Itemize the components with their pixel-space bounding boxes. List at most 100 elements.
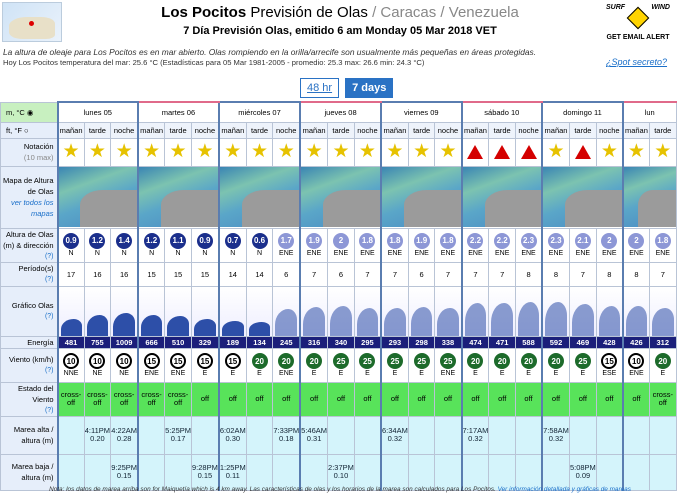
email-alert-logo[interactable]: SURF WIND GET EMAIL ALERT bbox=[606, 4, 670, 41]
wave-height-map[interactable] bbox=[59, 167, 138, 227]
wind-state-cell: off bbox=[299, 381, 329, 417]
period-header: mañan bbox=[621, 121, 650, 139]
all-maps-link[interactable]: ver todos los mapas bbox=[10, 198, 54, 218]
wave-height-map[interactable] bbox=[140, 167, 218, 227]
wave-height-badge: 1.9 bbox=[306, 232, 323, 249]
wave-graph-cell bbox=[460, 285, 490, 337]
tab-48-hr[interactable]: 48 hr bbox=[300, 78, 340, 98]
wave-map-cell[interactable] bbox=[137, 165, 220, 229]
wave-graph-bar bbox=[598, 305, 620, 335]
wave-graph-cell bbox=[353, 285, 382, 337]
wind-state-cell: off bbox=[245, 381, 274, 417]
wave-height-map[interactable] bbox=[382, 167, 461, 227]
low-tide-cell bbox=[353, 453, 382, 491]
wave-period-cell: 6 bbox=[272, 261, 301, 287]
wave-period-cell: 7 bbox=[353, 261, 382, 287]
help-link[interactable]: (?) bbox=[44, 406, 54, 414]
energy-cell: 471 bbox=[488, 335, 516, 349]
help-link[interactable]: (?) bbox=[44, 313, 54, 320]
wind-direction: E bbox=[338, 369, 344, 377]
wave-direction: ENE bbox=[306, 249, 322, 257]
wave-graph-bar bbox=[248, 322, 271, 335]
wave-period-cell: 15 bbox=[164, 261, 192, 287]
open-sea-note: La altura de oleaje para Los Pocitos es … bbox=[3, 47, 537, 57]
secret-spot-link[interactable]: ¿Spot secreto? bbox=[606, 57, 668, 67]
wind-direction: ENE bbox=[629, 369, 644, 377]
wave-graph-bar bbox=[60, 318, 82, 335]
wave-height-cell: 1.8 ENE bbox=[434, 227, 463, 263]
energy-cell: 588 bbox=[514, 335, 543, 349]
row-label-text: Estado del Viento bbox=[18, 383, 54, 404]
low-tide-cell bbox=[434, 453, 463, 491]
wind-cell: 10 NNE bbox=[56, 347, 85, 383]
wave-graph-bar bbox=[113, 312, 136, 335]
wave-map-cell[interactable] bbox=[379, 165, 463, 229]
day-header: viernes 09 bbox=[379, 101, 463, 123]
wave-map-cell[interactable] bbox=[460, 165, 543, 229]
footer-note: Nota: los datos de marea arriba son for … bbox=[49, 486, 631, 493]
rating-star-icon: ★ bbox=[224, 141, 242, 162]
wave-period-cell: 8 bbox=[595, 261, 624, 287]
high-tide-cell bbox=[56, 415, 85, 455]
wave-period-cell: 6 bbox=[407, 261, 436, 287]
wave-map-cell[interactable] bbox=[541, 165, 624, 229]
wind-direction: E bbox=[230, 369, 236, 377]
row-label-wind_state: Estado del Viento (?) bbox=[0, 381, 58, 417]
tab-7-days[interactable]: 7 days bbox=[345, 78, 394, 98]
wave-graph-cell bbox=[407, 285, 436, 337]
wind-speed-badge: 10 bbox=[89, 352, 106, 369]
wave-map-cell[interactable] bbox=[217, 165, 301, 229]
low-tide-cell bbox=[299, 453, 329, 491]
wave-direction: N bbox=[149, 249, 155, 257]
warning-triangle-icon bbox=[574, 145, 591, 159]
wave-height-map[interactable] bbox=[544, 167, 622, 227]
wave-period-cell: 7 bbox=[434, 261, 463, 287]
day-header: sábado 10 bbox=[460, 101, 543, 123]
energy-cell: 338 bbox=[434, 335, 463, 349]
wind-speed-badge: 25 bbox=[386, 352, 403, 369]
period-header: noche bbox=[110, 121, 139, 139]
wind-speed-badge: 25 bbox=[359, 352, 376, 369]
energy-cell: 755 bbox=[83, 335, 112, 349]
warning-triangle-icon bbox=[494, 145, 511, 159]
wind-speed-badge: 20 bbox=[494, 352, 511, 369]
wave-height-cell: 1.9 ENE bbox=[299, 227, 329, 263]
wave-graph-cell bbox=[164, 285, 192, 337]
help-link[interactable]: (?) bbox=[44, 276, 54, 283]
wind-speed-badge: 15 bbox=[170, 352, 187, 369]
wave-height-map[interactable] bbox=[463, 167, 542, 227]
wave-height-map[interactable] bbox=[220, 167, 300, 227]
energy-cell: 189 bbox=[217, 335, 247, 349]
wave-map-cell[interactable] bbox=[621, 165, 677, 229]
rating-star-icon: ★ bbox=[386, 141, 404, 162]
wave-graph-cell bbox=[648, 285, 677, 337]
wave-graph-bar bbox=[571, 304, 594, 335]
wave-direction: ENE bbox=[333, 249, 349, 257]
wave-height-badge: 1.2 bbox=[143, 232, 160, 249]
help-link[interactable]: (?) bbox=[44, 367, 54, 374]
wave-height-map[interactable] bbox=[302, 167, 380, 227]
wind-direction: NE bbox=[119, 369, 129, 377]
low-tide-cell: 5:08PM 0.09 bbox=[568, 453, 597, 491]
wave-height-cell: 1.8 ENE bbox=[353, 227, 382, 263]
unit-imperial-toggle[interactable]: ft, °F ○ bbox=[0, 121, 58, 139]
period-header: tarde bbox=[568, 121, 597, 139]
high-tide-cell: 6:34AM 0.32 bbox=[379, 415, 409, 455]
help-link[interactable]: (?) bbox=[44, 252, 54, 260]
wind-state-cell: off bbox=[595, 381, 624, 417]
low-tide-cell bbox=[595, 453, 624, 491]
rating-star-icon: ★ bbox=[547, 141, 565, 162]
unit-metric-toggle[interactable]: m, °C ◉ bbox=[0, 101, 58, 123]
wind-speed-badge: 10 bbox=[628, 352, 645, 369]
wave-period-cell: 16 bbox=[110, 261, 139, 287]
high-tide-cell bbox=[407, 415, 436, 455]
wave-height-map[interactable] bbox=[624, 167, 676, 227]
rating-star-icon: ★ bbox=[196, 141, 214, 162]
wave-map-cell[interactable] bbox=[56, 165, 139, 229]
wave-map-cell[interactable] bbox=[299, 165, 382, 229]
tide-details-link[interactable]: Ver información detallada y gráficas de … bbox=[497, 486, 631, 493]
energy-cell: 426 bbox=[621, 335, 650, 349]
location-marker-icon bbox=[29, 21, 34, 26]
high-tide-cell: 6:02AM 0.30 bbox=[217, 415, 247, 455]
location-map-thumbnail[interactable] bbox=[2, 2, 62, 42]
